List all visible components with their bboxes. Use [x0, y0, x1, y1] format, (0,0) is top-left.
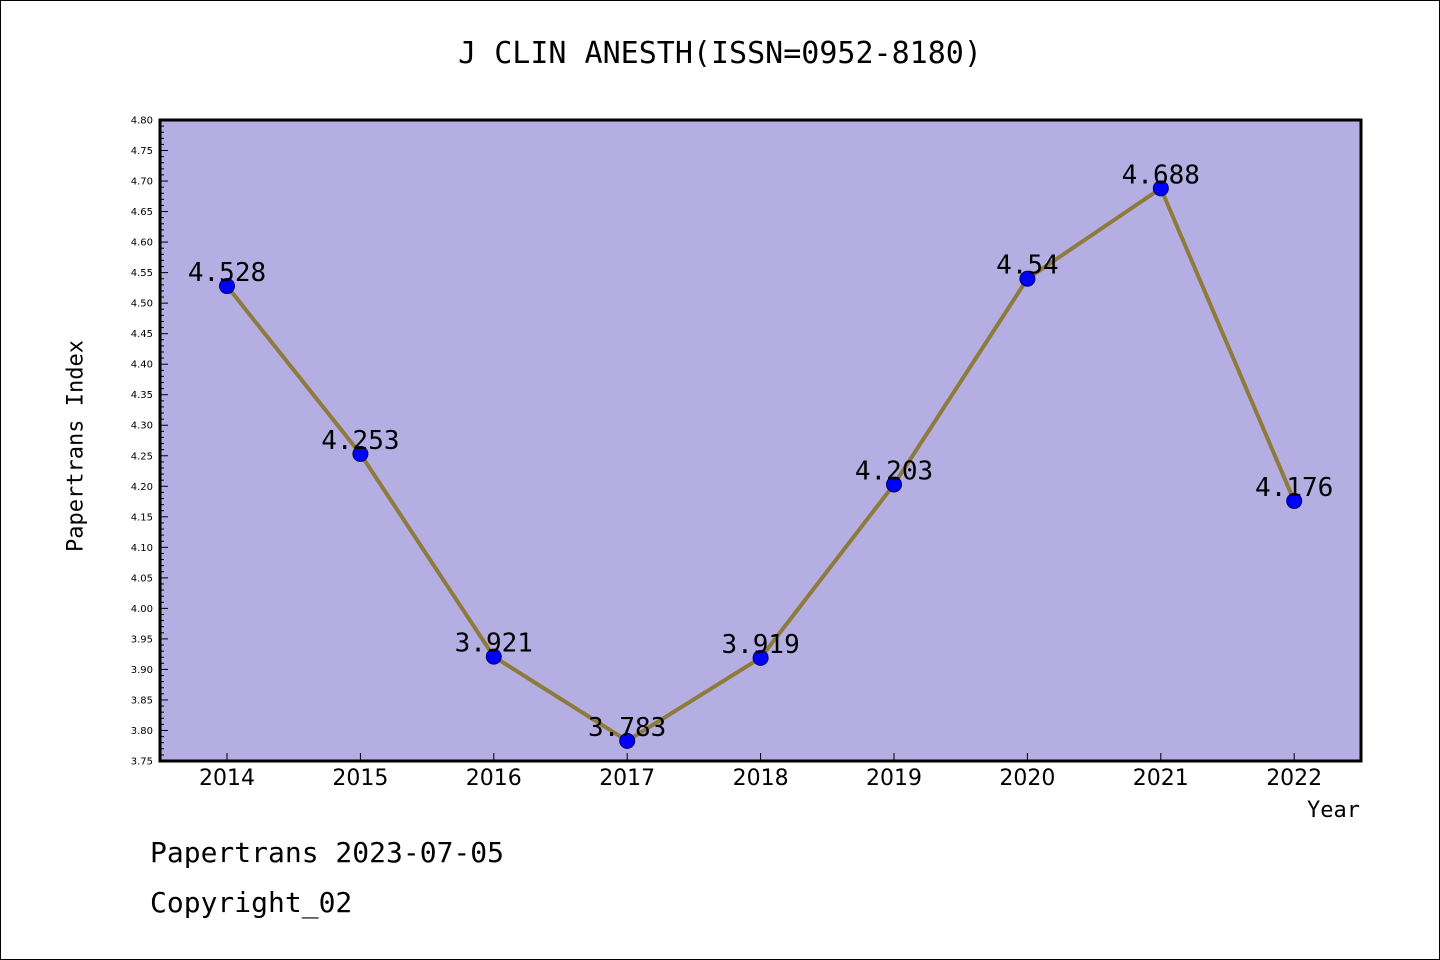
x-tick-label: 2020 — [999, 766, 1055, 791]
data-label: 4.528 — [188, 258, 266, 288]
x-tick-label: 2014 — [199, 766, 255, 791]
data-point — [1286, 492, 1303, 509]
y-tick-label: 3.95 — [131, 634, 153, 645]
data-label: 4.203 — [855, 456, 933, 486]
footer-copyright: Copyright_02 — [150, 886, 353, 919]
data-label: 3.919 — [721, 630, 799, 660]
y-tick-label: 4.15 — [131, 512, 153, 523]
y-tick-label: 4.20 — [131, 482, 153, 493]
chart-title: J CLIN ANESTH(ISSN=0952-8180) — [458, 36, 982, 71]
data-point — [219, 278, 235, 295]
data-label: 4.688 — [1122, 160, 1200, 190]
data-point — [352, 445, 369, 462]
x-tick-label: 2018 — [733, 766, 789, 791]
y-tick-label: 3.90 — [131, 665, 153, 676]
y-tick-label: 4.70 — [131, 177, 153, 188]
plot-border — [158, 118, 1363, 763]
data-point — [1019, 270, 1036, 287]
y-tick-label: 4.25 — [131, 451, 153, 462]
y-tick-label: 4.55 — [131, 268, 153, 279]
y-tick-label: 3.75 — [131, 757, 153, 768]
data-point — [752, 649, 769, 666]
y-tick-label: 4.40 — [131, 360, 153, 371]
y-tick-label: 4.05 — [131, 573, 153, 584]
data-point — [1152, 180, 1169, 197]
x-tick-label: 2022 — [1266, 766, 1322, 791]
x-tick-label: 2016 — [466, 766, 522, 791]
footer-date: Papertrans 2023-07-05 — [150, 836, 505, 869]
y-tick-label: 3.85 — [131, 695, 153, 706]
x-tick-label: 2021 — [1133, 766, 1189, 791]
y-tick-label: 4.50 — [131, 299, 153, 310]
data-label: 4.54 — [996, 251, 1059, 281]
y-tick-label: 4.65 — [131, 207, 153, 218]
data-point — [886, 476, 902, 493]
y-tick-label: 4.10 — [131, 543, 153, 554]
y-tick-label: 4.35 — [131, 390, 153, 401]
x-tick-label: 2019 — [866, 766, 922, 791]
x-tick-label: 2015 — [332, 766, 388, 791]
x-tick-label: 2017 — [599, 766, 655, 791]
y-tick-label: 4.00 — [131, 604, 153, 615]
data-label: 4.253 — [321, 426, 399, 456]
y-tick-label: 4.60 — [131, 238, 153, 249]
data-label: 3.783 — [588, 713, 666, 743]
y-tick-label: 4.80 — [131, 116, 153, 127]
data-label: 3.921 — [455, 629, 533, 659]
y-tick-label: 4.75 — [131, 146, 153, 157]
y-tick-label: 4.45 — [131, 329, 153, 340]
data-point — [485, 648, 502, 665]
y-tick-label: 3.80 — [131, 726, 153, 737]
x-axis-label: Year — [1307, 798, 1360, 823]
data-point — [619, 732, 636, 749]
data-label: 4.176 — [1255, 473, 1333, 503]
y-tick-label: 4.30 — [131, 421, 153, 432]
